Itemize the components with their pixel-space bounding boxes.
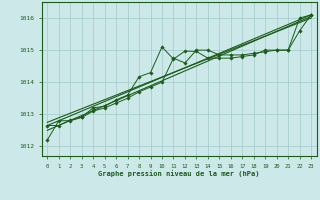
X-axis label: Graphe pression niveau de la mer (hPa): Graphe pression niveau de la mer (hPa) [99,170,260,177]
